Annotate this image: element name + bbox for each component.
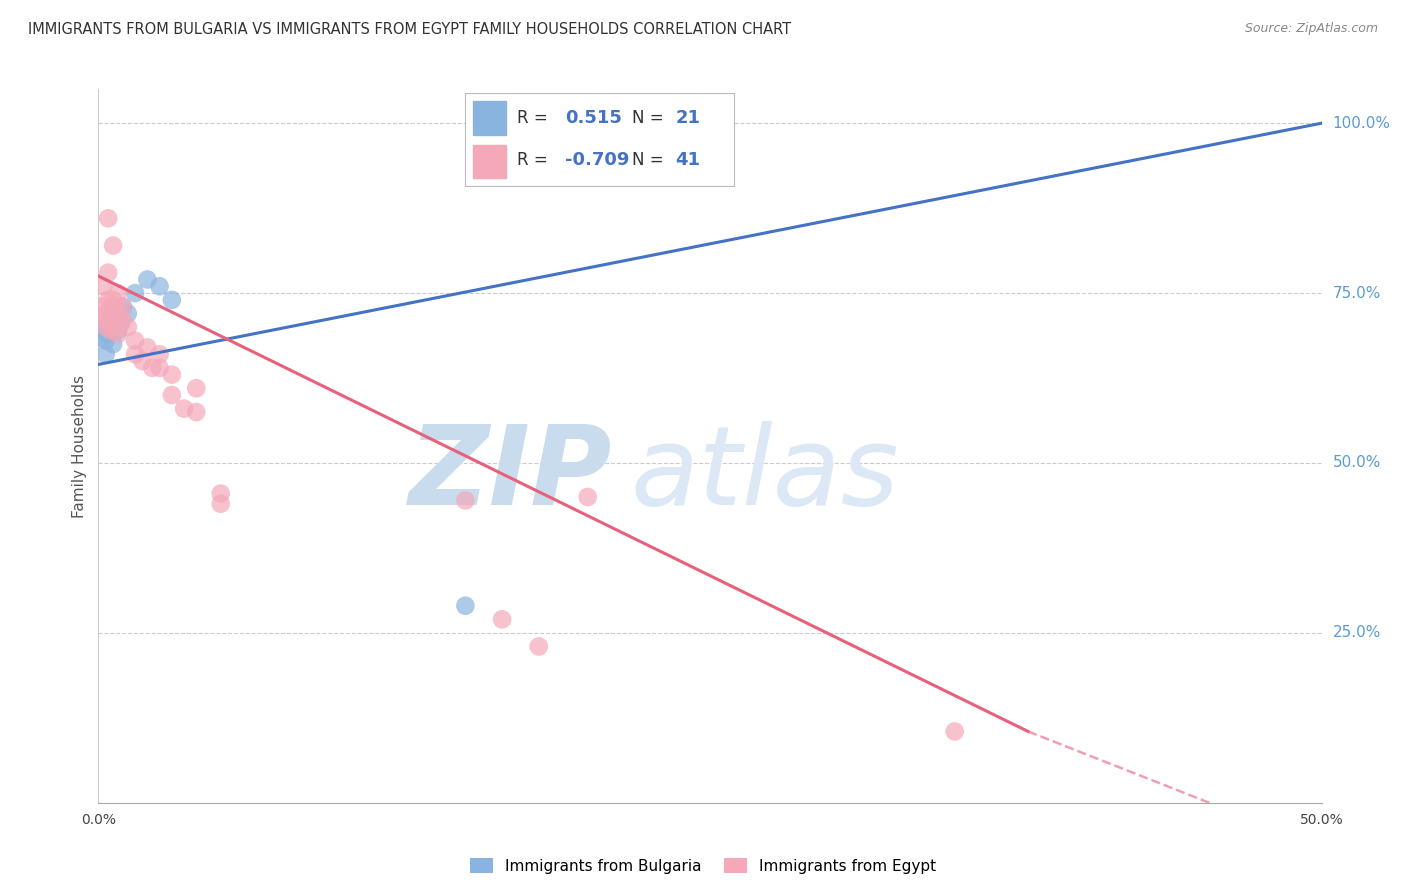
Text: -0.709: -0.709 [565, 152, 630, 169]
Point [149, 347, 172, 361]
Y-axis label: Family Households: Family Households [72, 375, 87, 517]
Point [101, 313, 124, 327]
Text: N =: N = [633, 109, 664, 127]
Point [107, 323, 129, 337]
Text: 0.515: 0.515 [565, 109, 621, 127]
Point [131, 354, 153, 368]
Point [503, 116, 526, 130]
Point [160, 388, 183, 402]
Point [149, 360, 172, 375]
Point [90, 310, 112, 324]
Point [110, 317, 132, 331]
Point [136, 341, 159, 355]
Text: 25.0%: 25.0% [1333, 625, 1381, 640]
Point [104, 320, 127, 334]
Point [209, 497, 232, 511]
Point [101, 238, 124, 252]
Point [141, 360, 163, 375]
Text: N =: N = [633, 152, 664, 169]
Point [576, 490, 599, 504]
Text: Source: ZipAtlas.com: Source: ZipAtlas.com [1244, 22, 1378, 36]
Text: IMMIGRANTS FROM BULGARIA VS IMMIGRANTS FROM EGYPT FAMILY HOUSEHOLDS CORRELATION : IMMIGRANTS FROM BULGARIA VS IMMIGRANTS F… [28, 22, 792, 37]
Point [101, 293, 124, 307]
Text: R =: R = [516, 109, 547, 127]
Point [527, 640, 550, 654]
Point [491, 612, 513, 626]
Bar [474, 145, 506, 178]
Point [124, 334, 146, 348]
Point [107, 286, 129, 301]
Point [94, 306, 117, 320]
Point [91, 320, 114, 334]
Text: 50.0%: 50.0% [1333, 456, 1381, 470]
Point [100, 323, 122, 337]
Point [943, 724, 966, 739]
Point [454, 493, 477, 508]
Point [94, 347, 117, 361]
Text: 75.0%: 75.0% [1333, 285, 1381, 301]
Point [97, 211, 120, 226]
Point [111, 313, 134, 327]
Text: atlas: atlas [630, 421, 900, 528]
Point [97, 313, 120, 327]
Point [186, 405, 208, 419]
Text: R =: R = [516, 152, 547, 169]
Point [117, 306, 139, 320]
Point [94, 334, 117, 348]
Point [186, 381, 208, 395]
Point [101, 337, 124, 351]
Text: 21: 21 [675, 109, 700, 127]
Point [90, 330, 112, 344]
Point [100, 303, 122, 318]
Text: ZIP: ZIP [409, 421, 612, 528]
Point [104, 310, 127, 324]
Point [100, 320, 122, 334]
Point [91, 300, 114, 314]
Point [454, 599, 477, 613]
Point [124, 347, 146, 361]
Point [94, 320, 117, 334]
Point [107, 326, 129, 341]
Point [136, 272, 159, 286]
Point [173, 401, 195, 416]
Point [104, 300, 127, 314]
Point [97, 293, 120, 307]
Point [110, 310, 132, 324]
Point [100, 306, 122, 320]
Point [160, 293, 183, 307]
Point [97, 266, 120, 280]
Point [111, 300, 134, 314]
Legend: Immigrants from Bulgaria, Immigrants from Egypt: Immigrants from Bulgaria, Immigrants fro… [464, 852, 942, 880]
Point [111, 300, 134, 314]
Point [91, 279, 114, 293]
Point [160, 368, 183, 382]
Point [209, 486, 232, 500]
Bar [474, 101, 506, 135]
Text: 100.0%: 100.0% [1333, 116, 1391, 131]
Point [97, 326, 120, 341]
Point [149, 279, 172, 293]
Point [117, 320, 139, 334]
Text: 41: 41 [675, 152, 700, 169]
Point [124, 286, 146, 301]
Point [97, 313, 120, 327]
